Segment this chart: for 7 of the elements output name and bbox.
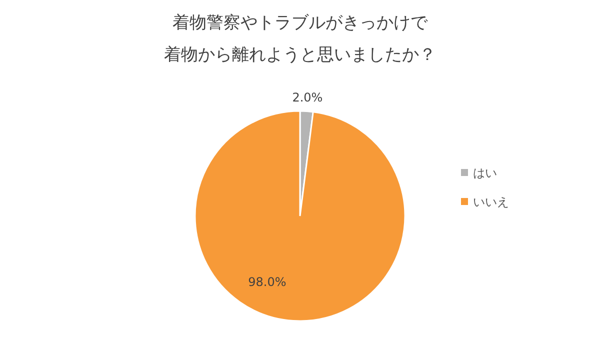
chart-title: 着物警察やトラブルがきっかけで: [172, 13, 428, 33]
legend-label: はい: [473, 166, 497, 180]
chart-subtitle: 着物から離れようと思いましたか？: [164, 45, 436, 65]
legend-label: いいえ: [473, 195, 509, 210]
data-label: 2.0%: [292, 90, 323, 104]
data-label: 98.0%: [248, 274, 286, 289]
pie-slice: [194, 110, 406, 322]
